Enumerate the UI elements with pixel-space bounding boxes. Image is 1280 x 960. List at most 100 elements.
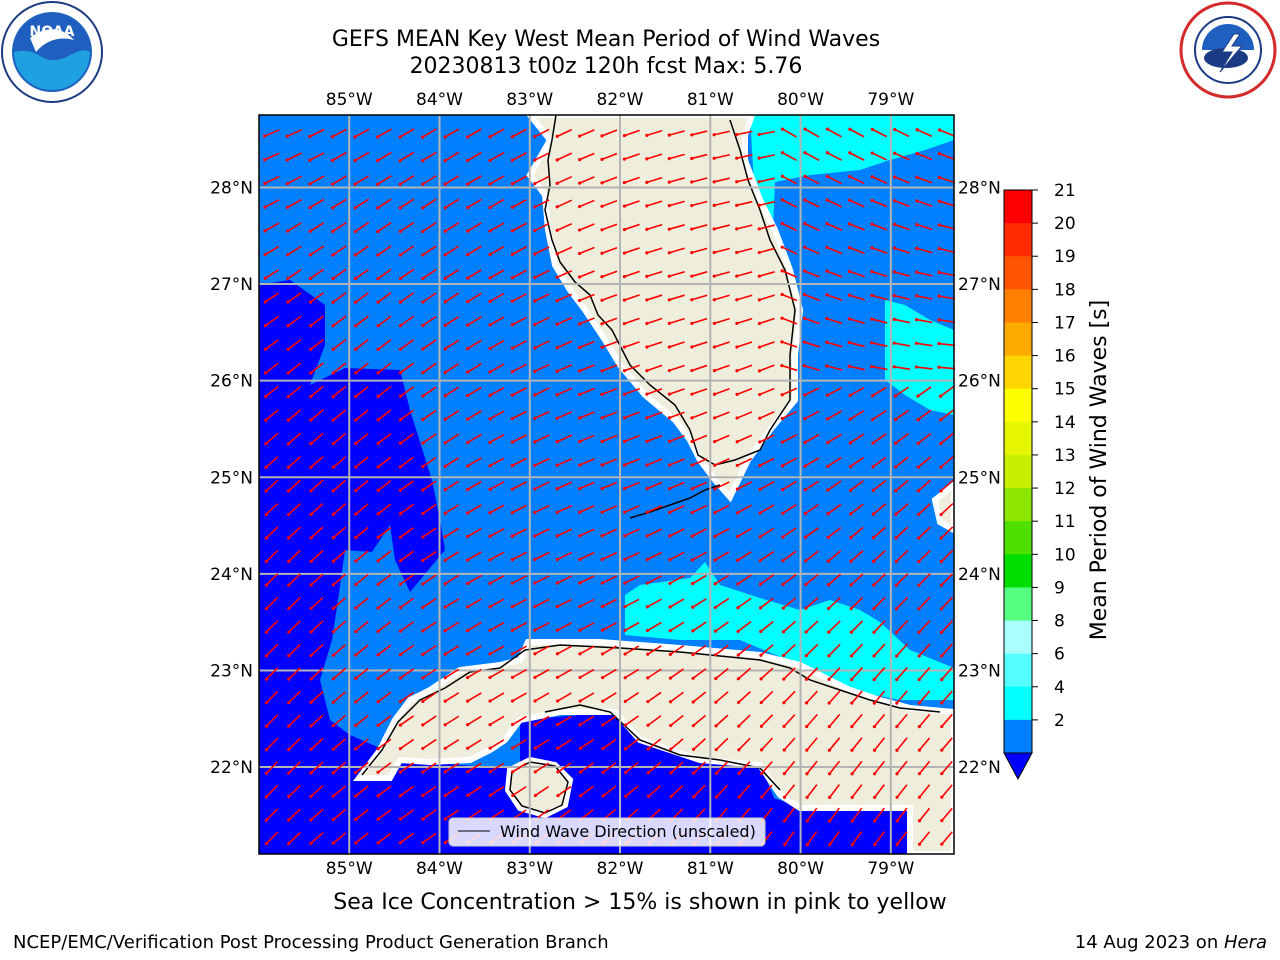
direction-arrow-head: [915, 199, 919, 203]
direction-arrow: [828, 760, 841, 775]
direction-arrow: [941, 643, 953, 657]
direction-arrow-head: [691, 700, 695, 704]
direction-arrow-head: [917, 630, 921, 634]
direction-arrow-head: [735, 298, 739, 302]
direction-arrow-head: [759, 653, 763, 657]
direction-arrow: [288, 526, 301, 539]
direction-arrow-head: [510, 675, 515, 679]
direction-arrow-head: [488, 770, 492, 774]
direction-arrow: [805, 667, 819, 680]
direction-arrow-head: [690, 180, 694, 184]
direction-arrow-head: [510, 511, 514, 515]
direction-arrow: [918, 643, 931, 657]
direction-arrow-head: [398, 300, 403, 304]
direction-arrow-head: [915, 270, 919, 274]
direction-arrow-head: [937, 128, 942, 132]
direction-arrow-head: [465, 605, 470, 609]
direction-arrow-head: [850, 842, 854, 847]
direction-arrow-head: [354, 512, 358, 516]
direction-arrow-head: [376, 488, 380, 493]
direction-arrow: [534, 269, 550, 279]
direction-arrow: [400, 597, 414, 609]
direction-arrow-head: [714, 747, 718, 752]
direction-arrow-head: [286, 394, 290, 399]
direction-arrow-head: [667, 392, 672, 396]
direction-arrow: [759, 457, 775, 467]
direction-arrow: [669, 434, 685, 443]
direction-arrow: [849, 175, 865, 185]
direction-arrow-head: [895, 819, 899, 823]
direction-arrow-head: [421, 582, 425, 586]
direction-arrow: [714, 153, 730, 160]
direction-arrow: [467, 645, 482, 655]
direction-arrow-head: [690, 368, 694, 373]
direction-arrow: [265, 385, 279, 398]
direction-arrow: [894, 128, 910, 138]
direction-arrow-head: [847, 317, 851, 321]
direction-arrow: [782, 504, 797, 514]
direction-arrow-head: [465, 158, 470, 163]
direction-arrow: [310, 832, 324, 844]
direction-arrow-head: [623, 581, 627, 585]
direction-arrow: [377, 175, 392, 185]
direction-arrow: [714, 458, 730, 466]
direction-arrow: [872, 128, 887, 138]
direction-arrow: [512, 269, 527, 279]
direction-arrow-head: [421, 229, 425, 233]
direction-arrow-head: [533, 252, 537, 256]
direction-arrow: [489, 621, 505, 632]
direction-arrow-head: [872, 630, 876, 634]
direction-arrow-head: [667, 133, 671, 137]
direction-arrow: [489, 809, 505, 820]
direction-arrow: [355, 714, 369, 727]
direction-arrow-head: [510, 182, 515, 186]
direction-arrow: [310, 738, 324, 750]
direction-arrow-head: [803, 511, 807, 516]
direction-arrow: [691, 458, 708, 466]
direction-arrow-head: [309, 724, 313, 728]
direction-arrow-head: [443, 417, 447, 421]
direction-arrow: [332, 573, 347, 586]
direction-arrow-head: [354, 841, 358, 845]
direction-arrow-head: [331, 841, 335, 845]
direction-arrow-head: [533, 699, 537, 703]
direction-arrow-head: [309, 583, 313, 587]
direction-arrow-head: [645, 251, 649, 255]
direction-arrow-head: [443, 229, 447, 233]
direction-arrow-head: [533, 158, 537, 162]
direction-arrow-head: [421, 159, 425, 163]
direction-arrow-head: [353, 324, 358, 328]
direction-arrow-head: [421, 464, 425, 469]
direction-arrow: [332, 385, 347, 398]
direction-arrow-head: [871, 488, 875, 493]
direction-arrow: [918, 807, 931, 822]
direction-arrow-head: [667, 298, 671, 302]
lat-tick-label: 27°N: [210, 275, 253, 295]
direction-arrow: [265, 690, 279, 704]
direction-arrow: [940, 526, 954, 539]
direction-arrow: [736, 271, 753, 277]
direction-arrow-head: [623, 628, 627, 632]
direction-arrow: [467, 692, 482, 702]
direction-arrow-head: [421, 652, 425, 656]
direction-arrow: [804, 317, 820, 325]
direction-arrow: [489, 762, 505, 773]
direction-arrow: [286, 128, 303, 138]
direction-arrow: [512, 222, 527, 232]
direction-arrow: [894, 386, 910, 397]
direction-arrow: [691, 200, 708, 207]
direction-arrow-head: [645, 581, 649, 585]
direction-arrow-head: [939, 630, 944, 634]
direction-arrow-head: [264, 418, 268, 422]
direction-arrow: [489, 175, 505, 185]
direction-arrow: [783, 737, 796, 751]
direction-arrow-head: [850, 795, 854, 799]
direction-arrow-head: [330, 182, 335, 186]
direction-arrow-head: [895, 677, 899, 682]
direction-arrow-head: [398, 559, 403, 563]
direction-arrow-head: [354, 676, 358, 681]
direction-arrow-head: [398, 206, 402, 210]
direction-arrow-head: [555, 299, 559, 303]
direction-arrow-head: [600, 557, 604, 561]
direction-arrow: [489, 574, 505, 585]
